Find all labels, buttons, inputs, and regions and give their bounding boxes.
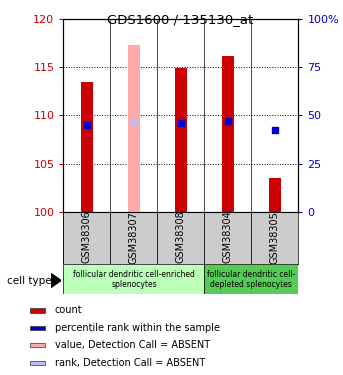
Text: GSM38305: GSM38305	[270, 211, 280, 264]
Bar	[204, 264, 298, 294]
Text: rank, Detection Call = ABSENT: rank, Detection Call = ABSENT	[55, 358, 205, 368]
Text: GSM38308: GSM38308	[176, 211, 186, 264]
Bar	[128, 45, 140, 212]
Text: follicular dendritic cell-
depleted splenocytes: follicular dendritic cell- depleted sple…	[207, 270, 296, 289]
Bar	[30, 343, 45, 347]
Text: GSM38306: GSM38306	[82, 211, 92, 264]
Point	[272, 127, 278, 133]
Point	[84, 122, 90, 128]
Point	[178, 120, 184, 126]
Bar	[110, 212, 157, 264]
Bar	[30, 326, 45, 330]
Text: GSM38307: GSM38307	[129, 211, 139, 264]
Bar	[30, 361, 45, 365]
Text: cell type: cell type	[7, 276, 51, 285]
Polygon shape	[51, 273, 61, 288]
Bar	[63, 212, 110, 264]
Text: GSM38304: GSM38304	[223, 211, 233, 264]
Bar	[204, 212, 251, 264]
Bar	[251, 212, 298, 264]
Point	[131, 119, 137, 125]
Text: count: count	[55, 305, 83, 315]
Bar	[157, 212, 204, 264]
Text: GDS1600 / 135130_at: GDS1600 / 135130_at	[107, 13, 253, 26]
Point	[225, 118, 231, 124]
Bar	[81, 81, 93, 212]
Text: percentile rank within the sample: percentile rank within the sample	[55, 323, 220, 333]
Bar	[30, 308, 45, 313]
Bar	[269, 178, 281, 212]
Text: value, Detection Call = ABSENT: value, Detection Call = ABSENT	[55, 340, 210, 350]
Bar	[222, 56, 234, 212]
Bar	[63, 264, 204, 294]
Bar	[175, 68, 187, 212]
Text: follicular dendritic cell-enriched
splenocytes: follicular dendritic cell-enriched splen…	[73, 270, 195, 289]
